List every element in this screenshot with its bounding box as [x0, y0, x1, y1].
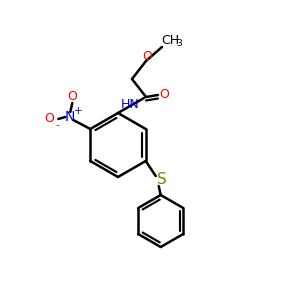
Text: S: S	[157, 172, 166, 187]
Text: N: N	[65, 110, 76, 124]
Text: +: +	[74, 106, 82, 116]
Text: O: O	[159, 88, 169, 101]
Text: HN: HN	[121, 98, 140, 112]
Text: CH: CH	[161, 34, 179, 46]
Text: O: O	[44, 112, 54, 125]
Text: -: -	[56, 120, 59, 130]
Text: O: O	[67, 91, 77, 103]
Text: 3: 3	[176, 40, 182, 49]
Text: O: O	[142, 50, 152, 64]
